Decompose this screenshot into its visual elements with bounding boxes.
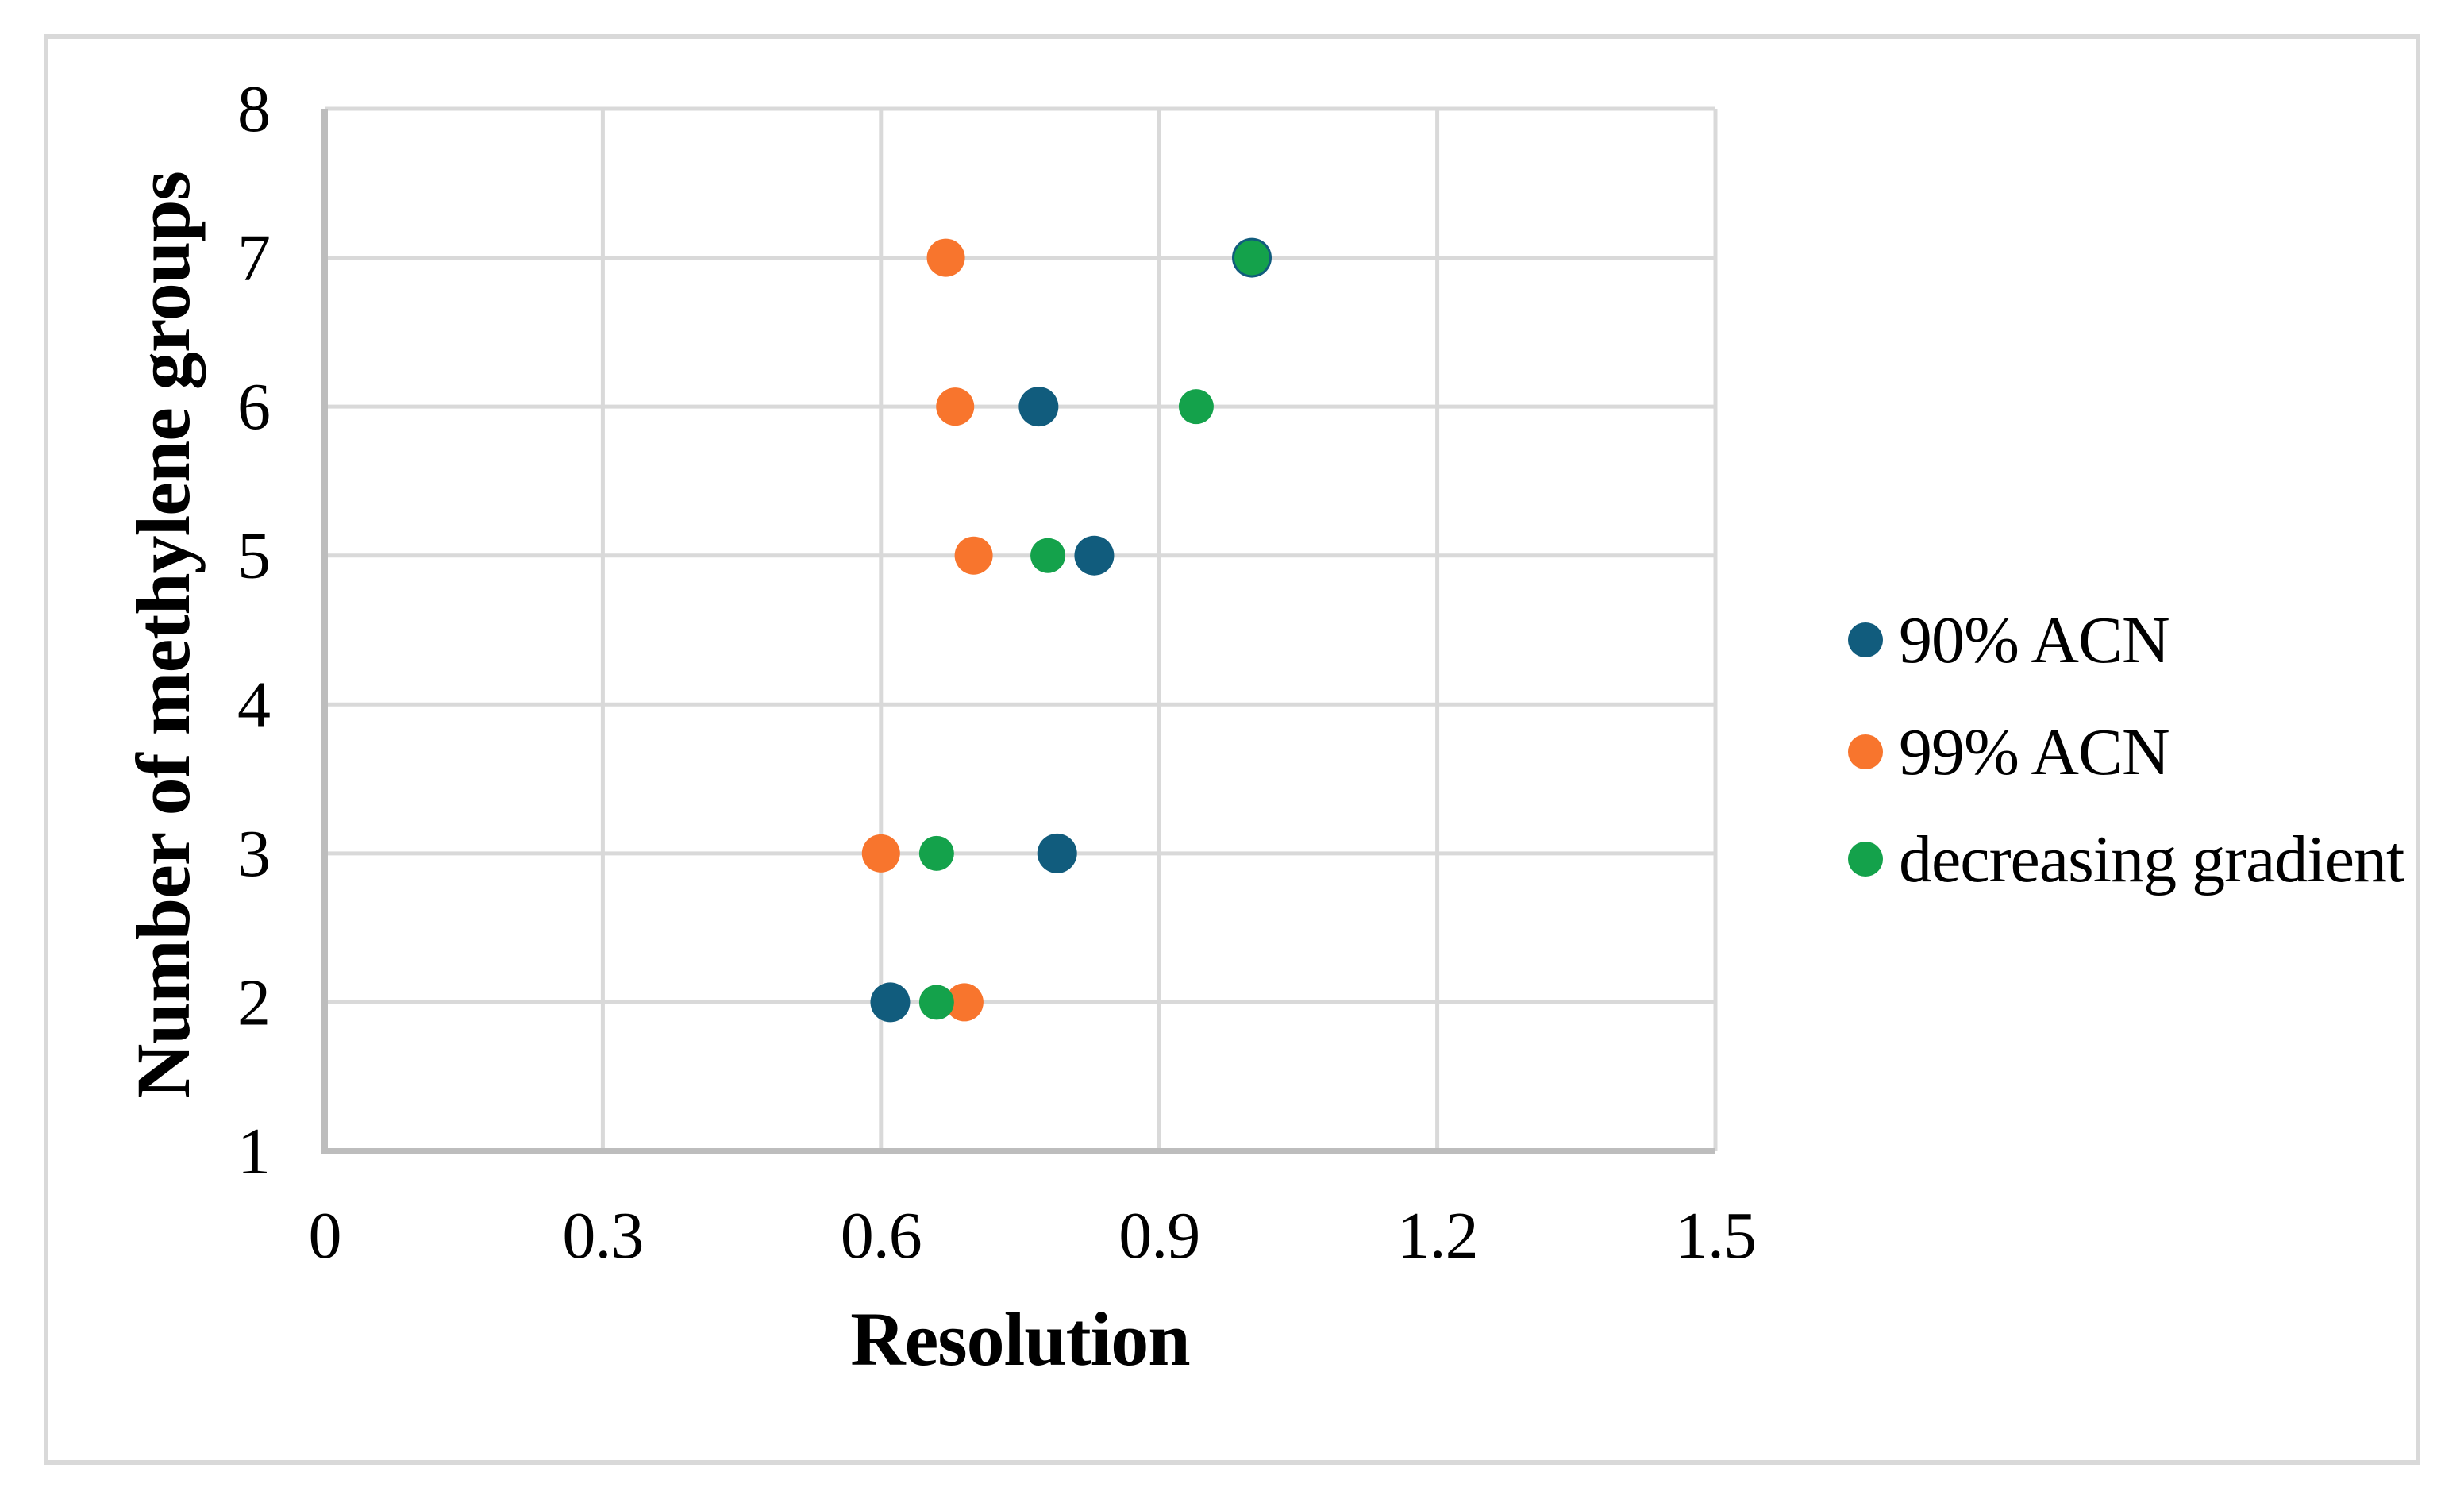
x-tick-label: 0.9 <box>1118 1199 1199 1273</box>
gridlines <box>322 106 1718 1154</box>
y-axis-title: Number of methylene groups <box>121 171 206 1099</box>
y-tick-label: 7 <box>237 222 270 295</box>
legend-item: 90% ACN <box>1848 603 2170 677</box>
data-point <box>1234 240 1269 276</box>
data-point <box>926 238 965 277</box>
data-point <box>936 387 975 426</box>
x-tick-label: 0.3 <box>562 1199 643 1273</box>
data-point <box>1178 389 1214 425</box>
data-point <box>918 835 954 871</box>
figure-border <box>44 34 2420 1465</box>
y-tick-label: 3 <box>237 817 270 891</box>
legend: 90% ACN 99% ACN decreasing gradient <box>1848 603 2405 896</box>
data-point <box>945 983 984 1022</box>
data-point <box>1037 833 1077 873</box>
data-point <box>1018 387 1059 427</box>
axes <box>321 109 1715 1154</box>
data-point <box>870 982 911 1023</box>
legend-label-99-acn: 99% ACN <box>1899 715 2169 789</box>
data-point <box>918 985 954 1020</box>
x-tick-label: 1.5 <box>1675 1199 1756 1273</box>
data-point <box>1074 535 1115 576</box>
x-tick-label: 0.6 <box>841 1199 922 1273</box>
x-tick-label: 0 <box>309 1199 341 1273</box>
legend-label-decreasing-gradient: decreasing gradient <box>1899 823 2404 896</box>
y-axis-tick-labels: 1 2 3 4 5 6 7 8 <box>237 72 271 1189</box>
y-tick-label: 4 <box>237 668 270 742</box>
y-tick-label: 2 <box>237 965 270 1039</box>
x-tick-label: 1.2 <box>1397 1199 1478 1273</box>
legend-marker-99-acn <box>1848 734 1883 769</box>
data-point <box>1030 538 1066 573</box>
legend-item: 99% ACN <box>1848 715 2170 789</box>
y-tick-label: 6 <box>237 370 270 444</box>
data-point <box>954 536 993 575</box>
legend-label-90-acn: 90% ACN <box>1899 603 2169 677</box>
legend-marker-decreasing-gradient <box>1848 842 1883 877</box>
x-axis-title: Resolution <box>850 1297 1189 1381</box>
y-tick-label: 8 <box>237 72 270 146</box>
x-axis-tick-labels: 0 0.3 0.6 0.9 1.2 1.5 <box>309 1199 1758 1273</box>
legend-marker-90-acn <box>1848 622 1883 657</box>
data-points <box>861 237 1272 1023</box>
y-tick-label: 5 <box>237 519 270 593</box>
data-point <box>861 834 900 873</box>
legend-item: decreasing gradient <box>1848 823 2405 896</box>
y-tick-label: 1 <box>237 1115 270 1189</box>
